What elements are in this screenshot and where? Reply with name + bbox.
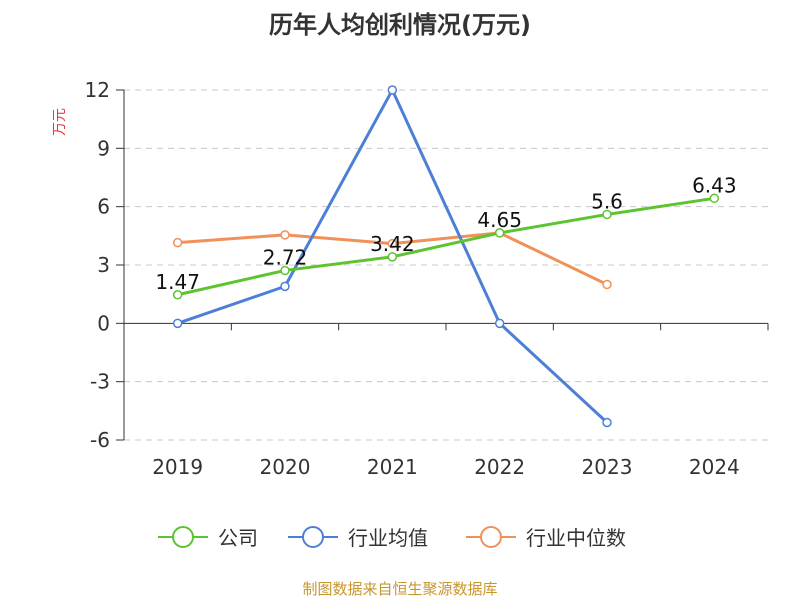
y-tick-label: 12 [85, 78, 110, 102]
legend-marker [302, 526, 324, 548]
y-tick-label: 9 [97, 136, 110, 160]
data-point [387, 238, 398, 249]
legend-label: 公司 [218, 526, 258, 550]
data-point [602, 209, 612, 220]
data-point [602, 279, 612, 290]
x-tick-label: 2023 [582, 455, 633, 479]
data-point [172, 290, 183, 300]
x-tick-label: 2021 [367, 455, 418, 479]
data-point [494, 318, 505, 329]
data-label: 6.43 [692, 173, 737, 197]
data-point [280, 230, 290, 240]
axes [116, 89, 769, 441]
legend: 公司 行业均值 行业中位数 [158, 526, 626, 550]
legend-marker [480, 526, 502, 548]
legend-label: 行业均值 [348, 526, 428, 550]
y-axis-unit: 万元 [52, 108, 68, 136]
y-tick-label: 3 [97, 253, 110, 277]
data-point [387, 85, 398, 95]
grid-lines [124, 89, 768, 441]
series-line-0 [177, 196, 715, 297]
x-tick-label: 2024 [689, 455, 740, 479]
series-lines [172, 85, 720, 428]
chart-title: 历年人均创利情况(万元) [269, 11, 531, 39]
data-point [280, 265, 290, 276]
x-tick-label: 2022 [474, 455, 525, 479]
y-tick-label: -6 [90, 428, 110, 452]
data-labels: 1.47 2.72 3.42 4.65 5.6 6.43 [155, 173, 736, 293]
source-note: 制图数据来自恒生聚源数据库 [302, 580, 497, 598]
x-tick-label: 2019 [152, 455, 203, 479]
tick-labels: 12 9 6 3 0 -3 -6 2019 2020 2021 2022 2023 2024 [85, 78, 740, 479]
data-point [709, 193, 720, 204]
data-point [602, 417, 612, 428]
data-point [172, 237, 183, 248]
y-tick-label: -3 [90, 370, 110, 394]
data-label: 2.72 [263, 245, 308, 269]
y-tick-label: 0 [97, 311, 110, 335]
data-label: 3.42 [370, 232, 415, 256]
legend-marker [172, 526, 194, 548]
data-label: 5.6 [591, 189, 623, 213]
y-tick-label: 6 [97, 195, 110, 219]
data-label: 4.65 [477, 208, 522, 232]
data-point [387, 252, 398, 262]
data-point [494, 228, 505, 238]
data-point [172, 318, 183, 329]
data-point [280, 281, 290, 292]
data-label: 1.47 [155, 270, 200, 294]
legend-label: 行业中位数 [526, 526, 626, 550]
x-tick-label: 2020 [260, 455, 311, 479]
